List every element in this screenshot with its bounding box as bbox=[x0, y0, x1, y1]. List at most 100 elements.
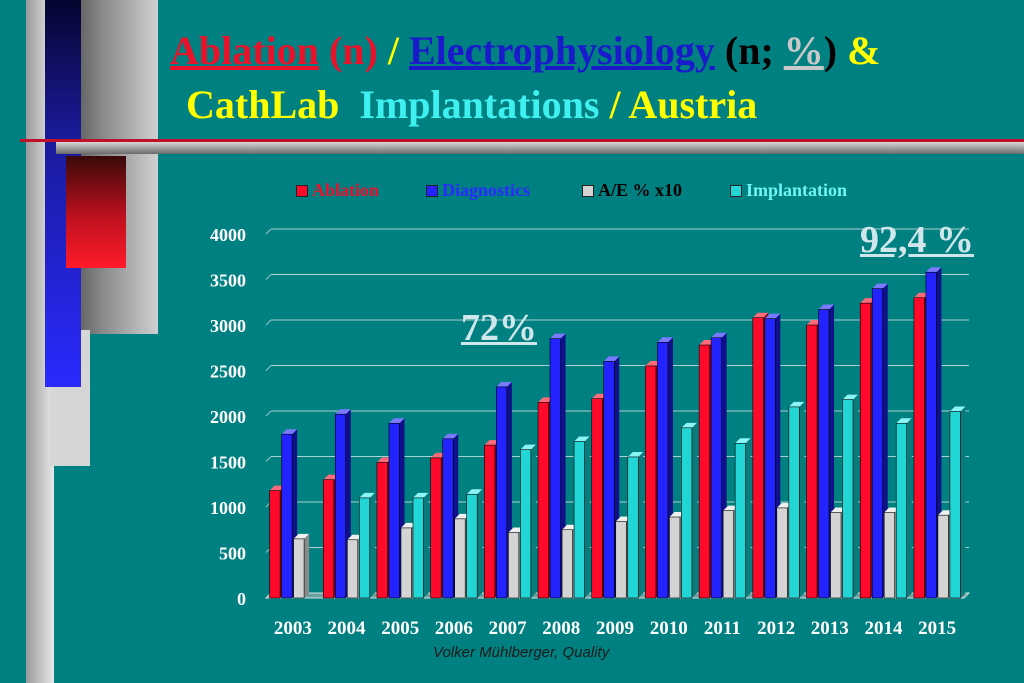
legend-label-implantation: Implantation bbox=[746, 180, 848, 200]
bar-side bbox=[477, 489, 483, 598]
bar-top bbox=[484, 440, 500, 446]
slide-title: Ablation (n) / Electrophysiology (n; %) … bbox=[170, 24, 880, 132]
y-tick-label: 0 bbox=[237, 589, 246, 609]
bar-side bbox=[960, 406, 966, 598]
bar-top bbox=[538, 397, 554, 403]
title-austria: / Austria bbox=[609, 82, 758, 127]
bar-top bbox=[735, 438, 751, 444]
legend-label-ae: A/E % x10 bbox=[598, 180, 683, 200]
bar bbox=[669, 516, 681, 599]
bar-top bbox=[376, 457, 393, 463]
bar bbox=[293, 538, 305, 599]
bar-top bbox=[496, 381, 512, 387]
y-tick-label: 2000 bbox=[210, 407, 246, 427]
bar-top bbox=[723, 505, 739, 511]
x-tick-label: 2003 bbox=[274, 618, 312, 639]
bar bbox=[925, 271, 937, 599]
bar-top bbox=[603, 356, 620, 362]
x-tick-label: 2007 bbox=[489, 618, 528, 639]
bar bbox=[520, 449, 532, 599]
annotation-92-4-percent: 92,4 % bbox=[860, 219, 974, 261]
title-ablation: Ablation bbox=[170, 28, 319, 73]
annotation-72-percent: 72% bbox=[461, 307, 537, 349]
title-cathlab: CathLab bbox=[186, 82, 340, 127]
title-slash: / bbox=[387, 28, 399, 73]
bar-top bbox=[764, 313, 781, 319]
bar-top bbox=[884, 507, 900, 513]
y-tick-label: 4000 bbox=[210, 225, 246, 245]
bar bbox=[269, 490, 281, 599]
legend-item-ablation: Ablation bbox=[296, 180, 379, 201]
bar-top bbox=[937, 510, 954, 516]
bar bbox=[818, 309, 830, 599]
deco-divider-shadow bbox=[56, 142, 1024, 154]
bar bbox=[549, 338, 561, 599]
bar-side bbox=[584, 436, 590, 598]
bar bbox=[561, 529, 573, 599]
bar-top bbox=[269, 485, 286, 491]
bar bbox=[615, 521, 627, 599]
bar bbox=[430, 457, 442, 599]
deco-divider-line bbox=[20, 139, 1024, 142]
title-line-2: CathLab Implantations / Austria bbox=[170, 78, 880, 132]
bar bbox=[358, 497, 371, 599]
title-line-1: Ablation (n) / Electrophysiology (n; %) … bbox=[170, 24, 880, 78]
bar-side bbox=[853, 394, 859, 598]
bar bbox=[681, 427, 693, 599]
bar bbox=[698, 344, 710, 599]
bar-top bbox=[949, 406, 966, 412]
bar bbox=[508, 532, 520, 599]
bar bbox=[806, 324, 818, 599]
bar bbox=[484, 444, 496, 599]
bar-top bbox=[872, 283, 888, 289]
bar bbox=[883, 512, 896, 599]
bar-top bbox=[293, 533, 310, 539]
bar bbox=[388, 422, 400, 599]
bar bbox=[591, 398, 603, 599]
bar-top bbox=[681, 422, 697, 428]
bar-top bbox=[412, 492, 429, 498]
legend-swatch-diagnostics bbox=[426, 184, 438, 197]
bar bbox=[496, 386, 508, 599]
bar-top bbox=[699, 340, 715, 346]
y-tick-label: 1000 bbox=[210, 498, 246, 518]
bar-top bbox=[657, 337, 673, 343]
legend-swatch-ablation bbox=[296, 184, 308, 197]
bar bbox=[871, 288, 884, 599]
bar bbox=[842, 399, 854, 599]
gridline-diag bbox=[265, 456, 272, 462]
bar-top bbox=[281, 429, 298, 435]
bar bbox=[722, 510, 734, 599]
title-percent: % bbox=[783, 28, 824, 73]
bar bbox=[710, 337, 722, 599]
bar bbox=[442, 438, 454, 599]
y-tick-label: 3500 bbox=[210, 271, 246, 291]
bar bbox=[830, 512, 842, 599]
x-tick-label: 2009 bbox=[596, 618, 634, 639]
bar bbox=[776, 507, 788, 599]
bar-top bbox=[508, 527, 524, 533]
bar bbox=[376, 462, 388, 599]
bar bbox=[537, 402, 549, 599]
gridline-diag bbox=[265, 319, 272, 326]
bar-top bbox=[466, 489, 483, 495]
x-tick-label: 2014 bbox=[864, 618, 903, 639]
bar-top bbox=[752, 312, 769, 318]
bar bbox=[895, 422, 908, 599]
bar-top bbox=[562, 524, 578, 530]
bar-top bbox=[359, 492, 375, 498]
bar-top bbox=[400, 522, 417, 528]
footer-author: Volker Mühlberger, Quality bbox=[433, 644, 610, 661]
gridline-diag bbox=[265, 410, 272, 417]
bar-side bbox=[423, 492, 429, 598]
chart-legend: Ablation Diagnostics A/E % x10 Implantat… bbox=[0, 180, 1024, 202]
bar bbox=[913, 297, 925, 599]
y-tick-label: 1500 bbox=[210, 453, 246, 473]
bar-top bbox=[615, 516, 632, 522]
x-tick-label: 2015 bbox=[918, 618, 956, 639]
bar-top bbox=[550, 333, 566, 339]
bar bbox=[400, 527, 412, 599]
bar bbox=[454, 518, 466, 599]
title-ampersand: & bbox=[847, 28, 881, 73]
